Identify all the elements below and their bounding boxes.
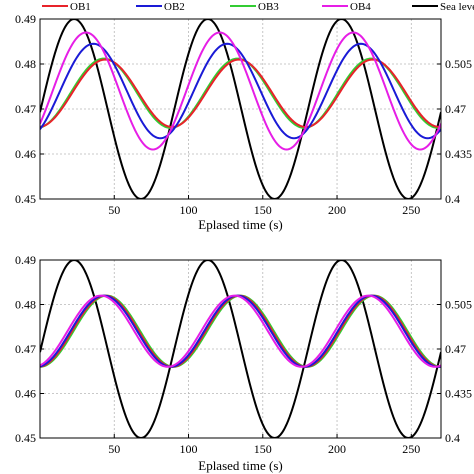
panel-2: 50 100 150 200 250 0.45 0.46 0.47 0.48 0.49 0.4 0.4… (15, 253, 472, 473)
x-tick-label: 100 (180, 203, 198, 217)
x-tick-label: 50 (108, 442, 120, 456)
y-right-tick-label: 0.47 (445, 342, 466, 356)
legend-label: OB3 (258, 1, 279, 13)
y-tick-label: 0.48 (15, 57, 36, 71)
y-tick-label: 0.49 (15, 12, 36, 26)
legend-label: OB1 (70, 1, 91, 13)
x-tick-label: 150 (254, 442, 272, 456)
series-line-ob4 (40, 294, 441, 368)
series-group (40, 19, 441, 199)
series-line-ob3 (40, 57, 441, 129)
y-right-tick-label: 0.4 (445, 192, 460, 206)
y-tick-label: 0.48 (15, 298, 36, 312)
series-line-ob3 (40, 294, 441, 368)
legend-item-ob1: OB1 (42, 1, 91, 13)
legend-item-sea-level: Sea level (412, 1, 474, 13)
x-axis-label: Eplased time (s) (198, 217, 282, 232)
x-tick-label: 200 (328, 203, 346, 217)
series-line-sea-level (40, 19, 441, 199)
x-tick-label: 150 (254, 203, 272, 217)
panel-1: 50 100 150 200 250 0.45 0.46 0.47 0.48 0.49 0.4 0.4… (15, 12, 472, 232)
legend-label: Sea level (440, 1, 474, 13)
series-line-ob1 (40, 294, 441, 368)
series-line-ob2 (40, 294, 441, 368)
y-right-tick-label: 0.435 (445, 147, 472, 161)
y-tick-label: 0.45 (15, 192, 36, 206)
y-tick-label: 0.46 (15, 387, 36, 401)
legend-item-ob2: OB2 (136, 1, 185, 13)
series-line-ob2 (40, 42, 441, 140)
y-tick-label: 0.45 (15, 431, 36, 445)
y-tick-label: 0.47 (15, 102, 36, 116)
x-tick-label: 200 (328, 442, 346, 456)
y-right-tick-label: 0.505 (445, 57, 472, 71)
legend-item-ob4: OB4 (322, 1, 371, 13)
x-tick-label: 50 (108, 203, 120, 217)
legend-item-ob3: OB3 (230, 1, 279, 13)
legend-label: OB4 (350, 1, 371, 13)
y-tick-label: 0.46 (15, 147, 36, 161)
series-line-sea-level (40, 260, 441, 438)
x-axis-label: Eplased time (s) (198, 458, 282, 473)
legend-label: OB2 (164, 1, 185, 13)
y-tick-label: 0.49 (15, 253, 36, 267)
legend: OB1 OB2 OB3 OB4 Sea level (42, 1, 474, 13)
y-right-tick-label: 0.47 (445, 102, 466, 116)
x-tick-label: 250 (402, 203, 420, 217)
y-right-tick-label: 0.505 (445, 298, 472, 312)
y-tick-label: 0.47 (15, 342, 36, 356)
y-right-tick-label: 0.4 (445, 431, 460, 445)
x-tick-label: 250 (402, 442, 420, 456)
series-group (40, 260, 441, 438)
series-line-ob4 (40, 31, 441, 151)
y-right-tick-label: 0.435 (445, 387, 472, 401)
x-tick-label: 100 (180, 442, 198, 456)
series-line-ob1 (40, 58, 441, 129)
